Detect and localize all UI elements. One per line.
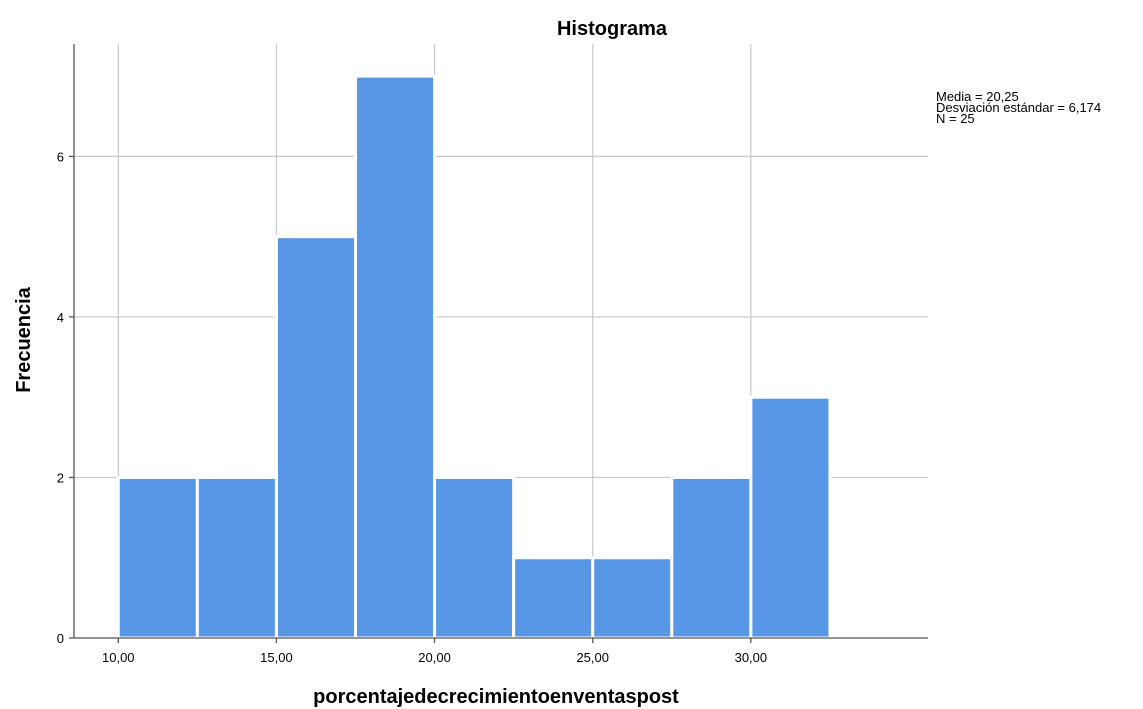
histogram-bar: [591, 556, 674, 640]
y-tick-label: 6: [57, 149, 64, 164]
x-tick-label: 25,00: [576, 650, 609, 665]
x-axis-title: porcentajedecrecimientoenventaspost: [313, 686, 679, 708]
tick-layer: 10,00 15,00 20,00 25,00 30,00 0 2 4 6: [57, 149, 767, 665]
stats-box: Media = 20,25 Desviación estándar = 6,17…: [936, 89, 1101, 126]
histogram-bar: [274, 235, 358, 640]
stat-mean: Media = 20,25: [936, 89, 1019, 104]
y-axis-title: Frecuencia: [13, 286, 35, 392]
histogram-bar: [195, 475, 278, 640]
histogram-bar: [512, 556, 595, 640]
y-tick-label: 4: [57, 310, 64, 325]
y-tick-label: 0: [57, 631, 64, 646]
x-tick-label: 15,00: [260, 650, 293, 665]
histogram-bar: [749, 395, 832, 640]
histogram-bar: [116, 475, 199, 640]
x-tick-label: 20,00: [418, 650, 451, 665]
axis-layer: [73, 44, 928, 639]
x-tick-label: 10,00: [102, 650, 135, 665]
x-tick-label: 30,00: [735, 650, 768, 665]
bar-layer: [116, 74, 832, 640]
chart-title: Histograma: [557, 18, 668, 40]
y-tick-label: 2: [57, 470, 64, 485]
stat-n: N = 25: [936, 111, 975, 126]
histogram-bar: [670, 475, 753, 640]
histogram-bar: [433, 475, 516, 640]
stat-std-dev: Desviación estándar = 6,174: [936, 100, 1101, 115]
histogram-bar: [354, 74, 437, 640]
